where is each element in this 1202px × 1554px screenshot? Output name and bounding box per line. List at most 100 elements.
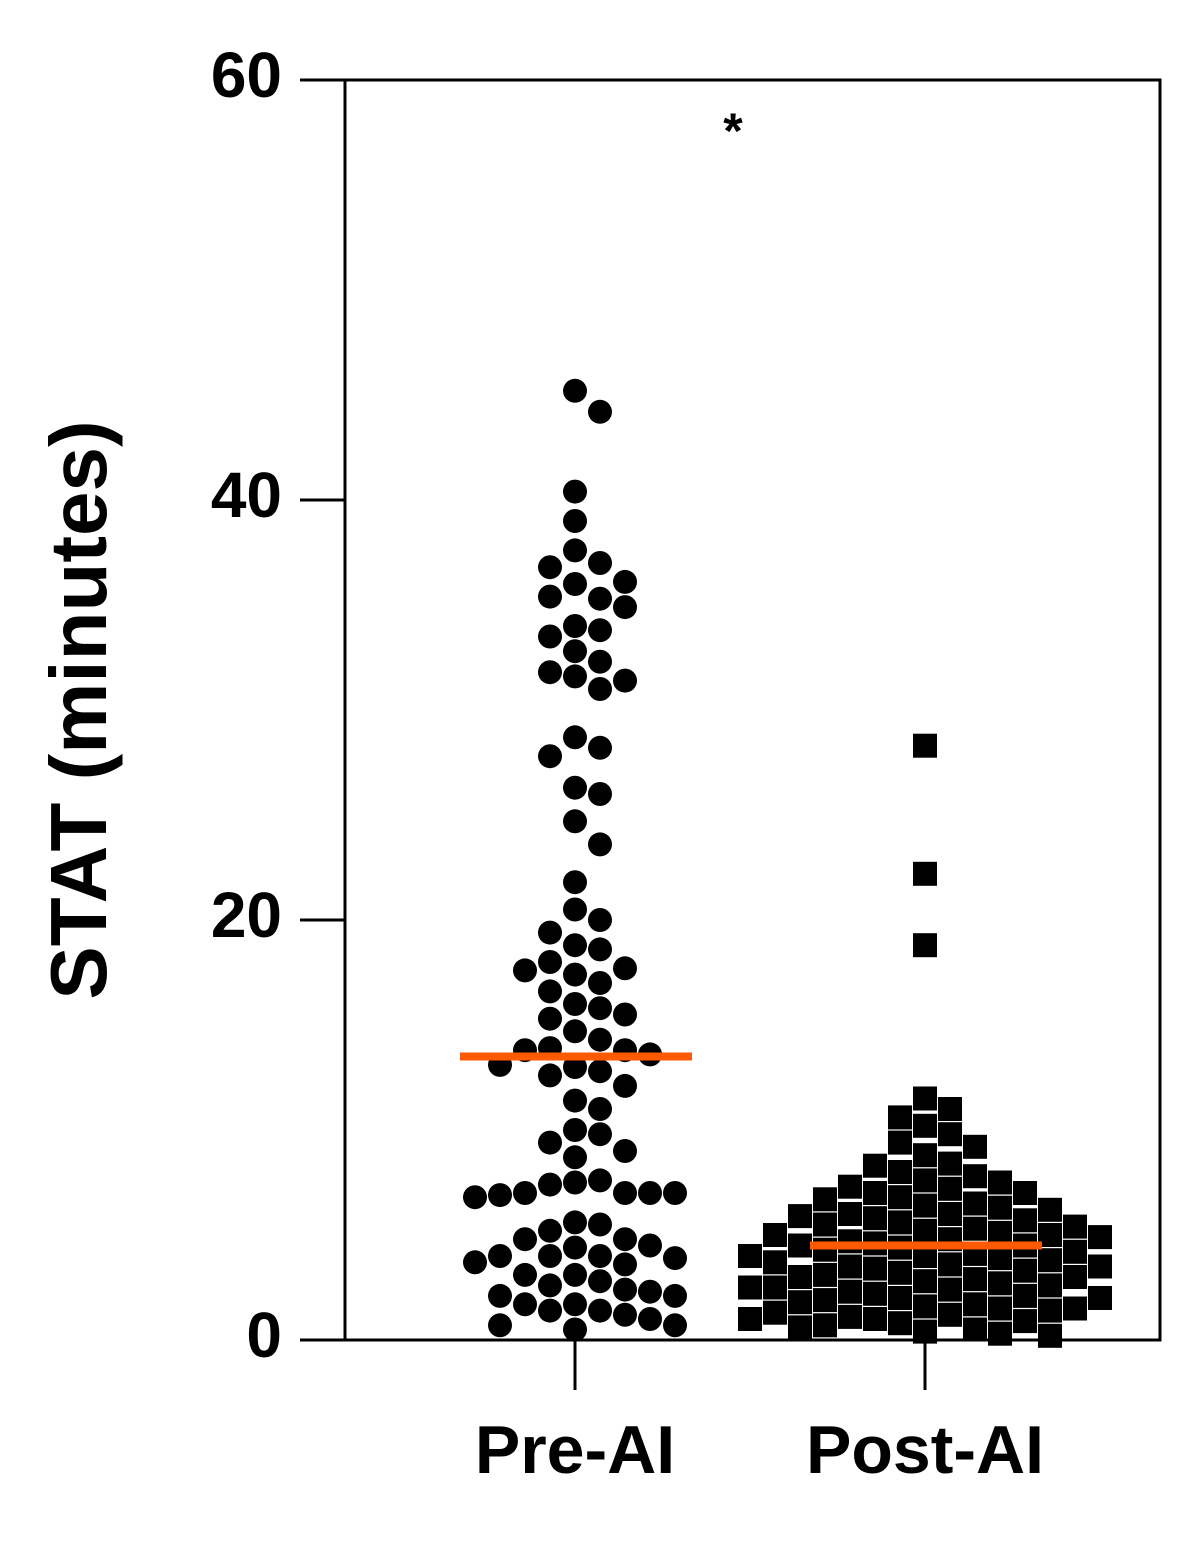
data-point (638, 1233, 662, 1258)
data-point (813, 1262, 837, 1287)
data-point (538, 1218, 562, 1243)
y-axis-label: STAT (minutes) (34, 420, 123, 999)
data-point (863, 1281, 887, 1306)
data-point (788, 1290, 812, 1315)
data-point (613, 1227, 637, 1252)
data-point (663, 1283, 687, 1308)
data-point (563, 897, 587, 922)
data-point (588, 1269, 612, 1294)
data-point (563, 1055, 587, 1079)
data-point (1013, 1181, 1037, 1205)
data-point (963, 1292, 987, 1317)
data-point (1088, 1225, 1112, 1250)
data-point (588, 1212, 612, 1237)
data-point (588, 1059, 612, 1084)
plot-frame (343, 78, 1162, 1342)
data-point (538, 624, 562, 649)
data-point (988, 1195, 1012, 1220)
data-point (538, 1244, 562, 1268)
data-point (488, 1283, 512, 1308)
data-point (1038, 1273, 1062, 1298)
data-point (588, 551, 612, 575)
data-point (588, 735, 612, 760)
data-point (788, 1204, 812, 1229)
data-point (963, 1134, 987, 1159)
data-point (963, 1267, 987, 1292)
data-point (738, 1244, 762, 1268)
y-tick-label: 0 (246, 1299, 282, 1371)
data-point (538, 584, 562, 609)
data-point (463, 1185, 487, 1210)
data-point (838, 1304, 862, 1329)
data-point (588, 1298, 612, 1323)
x-tick-label: Post-AI (806, 1412, 1044, 1488)
data-point (588, 937, 612, 962)
data-point (513, 1262, 537, 1287)
data-point (888, 1185, 912, 1210)
data-point (538, 555, 562, 580)
data-point (1038, 1298, 1062, 1323)
data-point (638, 1279, 662, 1304)
y-tick-label: 60 (211, 39, 282, 111)
data-point (588, 832, 612, 857)
data-point (513, 958, 537, 983)
data-point (1063, 1214, 1087, 1239)
data-point (1063, 1239, 1087, 1264)
data-point (538, 660, 562, 685)
data-point (563, 992, 587, 1016)
data-point (563, 1118, 587, 1142)
data-point (563, 1019, 587, 1044)
data-point (613, 956, 637, 981)
data-point (513, 1292, 537, 1317)
data-point (613, 1073, 637, 1098)
data-point (863, 1256, 887, 1281)
data-point (1013, 1208, 1037, 1233)
data-point (913, 933, 937, 958)
data-point (838, 1202, 862, 1226)
data-point (1038, 1248, 1062, 1273)
data-point (1063, 1296, 1087, 1321)
data-point (538, 1006, 562, 1031)
data-point (913, 1086, 937, 1111)
data-point (538, 1063, 562, 1088)
data-point (613, 668, 637, 693)
data-point (563, 1210, 587, 1235)
data-point (788, 1233, 812, 1258)
data-point (488, 1244, 512, 1268)
data-point (613, 1302, 637, 1327)
data-point (588, 908, 612, 932)
data-point (588, 1027, 612, 1052)
data-point (563, 538, 587, 563)
data-point (588, 399, 612, 424)
data-point (988, 1220, 1012, 1245)
data-point (563, 775, 587, 800)
data-point (563, 933, 587, 958)
data-point (963, 1216, 987, 1241)
data-point (813, 1237, 837, 1262)
data-point (588, 996, 612, 1021)
data-point (938, 1277, 962, 1302)
data-point (563, 725, 587, 750)
data-point (738, 1307, 762, 1331)
data-point (588, 1122, 612, 1147)
data-point (588, 1244, 612, 1268)
data-point (538, 744, 562, 769)
data-point (763, 1250, 787, 1275)
data-point (938, 1122, 962, 1147)
data-point (813, 1288, 837, 1313)
y-tick-label: 20 (211, 879, 282, 951)
data-point (563, 1088, 587, 1113)
data-point (663, 1181, 687, 1205)
data-point (1038, 1197, 1062, 1222)
data-point (913, 1319, 937, 1344)
data-point (738, 1275, 762, 1300)
data-point (888, 1286, 912, 1310)
data-point (563, 572, 587, 596)
data-point (988, 1321, 1012, 1346)
data-point (588, 649, 612, 674)
x-tick-label: Pre-AI (475, 1412, 675, 1488)
data-point (988, 1170, 1012, 1195)
data-point (938, 1252, 962, 1277)
data-point (663, 1313, 687, 1338)
